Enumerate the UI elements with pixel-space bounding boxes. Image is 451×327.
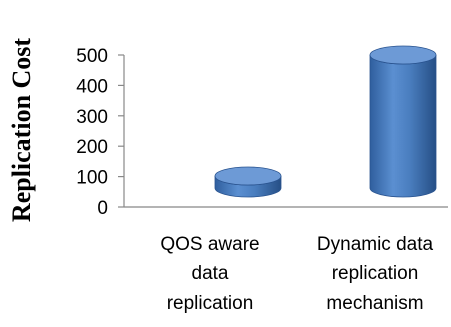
bar-body [369,54,437,198]
y-ticks: 0 100 200 300 400 500 [76,46,124,219]
category-label-line: mechanism [326,293,423,314]
y-tick-label: 0 [97,198,108,219]
bars [214,45,437,198]
category-label-line: replication [167,293,254,314]
category-label-1: QOS aware data replication [160,234,259,314]
y-tick-label: 100 [76,168,108,189]
category-label-line: replication [332,263,419,284]
y-axis-label: Replication Cost [7,38,36,223]
category-label-line: QOS aware [160,234,259,255]
category-label-2: Dynamic data replication mechanism [317,234,434,314]
y-tick-label: 300 [76,107,108,128]
y-tick-label: 200 [76,137,108,158]
bar-top [214,166,282,186]
bar-top [369,45,437,65]
y-tick-label: 400 [76,76,108,97]
category-label-line: data [192,263,229,284]
bar-2 [369,45,437,198]
x-categories: QOS aware data replication Dynamic data repl… [160,234,433,314]
category-label-line: Dynamic data [317,234,434,255]
y-tick-label: 500 [76,46,108,67]
bar-1 [214,166,282,198]
